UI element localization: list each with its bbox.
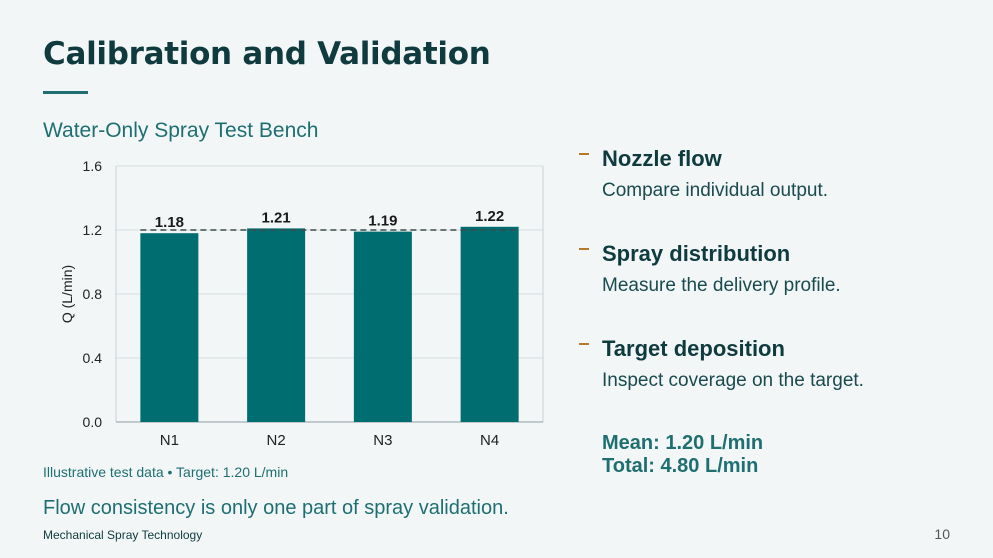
point-spray-distribution: Spray distribution Measure the delivery … — [577, 239, 977, 334]
slide-title: Calibration and Validation — [43, 36, 491, 72]
x-tick-label: N1 — [160, 432, 179, 449]
point-nozzle-flow: Nozzle flow Compare individual output. — [577, 144, 977, 239]
title-underline — [43, 91, 88, 94]
footer-text: Mechanical Spray Technology — [43, 528, 203, 542]
chart-note: Illustrative test data • Target: 1.20 L/… — [43, 464, 289, 480]
data-label: 1.22 — [475, 208, 504, 225]
total-stat: Total: 4.80 L/min — [602, 455, 759, 477]
bullet-dash-icon — [579, 153, 589, 155]
bar-n1 — [140, 233, 199, 422]
key-points: Nozzle flow Compare individual output. S… — [577, 144, 977, 429]
point-target-deposition: Target deposition Inspect coverage on th… — [577, 334, 977, 429]
takeaway-text: Flow consistency is only one part of spr… — [43, 497, 509, 519]
chart-title: Water-Only Spray Test Bench — [43, 119, 319, 142]
point-description: Measure the delivery profile. — [602, 275, 841, 296]
x-tick-label: N2 — [267, 432, 286, 449]
y-tick-label: 0.8 — [83, 286, 103, 302]
bar-n2 — [247, 228, 306, 422]
point-title: Target deposition — [602, 336, 785, 361]
y-tick-label: 0.4 — [83, 350, 103, 366]
bullet-dash-icon — [579, 343, 589, 345]
y-tick-label: 1.6 — [83, 158, 103, 174]
page-number: 10 — [934, 526, 950, 542]
x-tick-label: N4 — [480, 432, 499, 449]
point-title: Nozzle flow — [602, 146, 722, 171]
data-label: 1.21 — [262, 209, 291, 226]
summary-stats: Mean: 1.20 L/min Total: 4.80 L/min — [602, 432, 763, 478]
bar-n3 — [353, 231, 412, 422]
point-description: Inspect coverage on the target. — [602, 370, 864, 391]
bullet-dash-icon — [579, 248, 589, 250]
mean-stat: Mean: 1.20 L/min — [602, 432, 764, 454]
x-tick-label: N3 — [373, 432, 392, 449]
y-tick-label: 0.0 — [83, 414, 103, 430]
point-title: Spray distribution — [602, 241, 791, 266]
data-label: 1.19 — [368, 213, 397, 230]
bar-n4 — [460, 226, 519, 422]
point-description: Compare individual output. — [602, 180, 829, 201]
data-label: 1.18 — [155, 214, 184, 231]
y-tick-label: 1.2 — [83, 222, 103, 238]
y-axis-label: Q (L/min) — [59, 265, 75, 323]
